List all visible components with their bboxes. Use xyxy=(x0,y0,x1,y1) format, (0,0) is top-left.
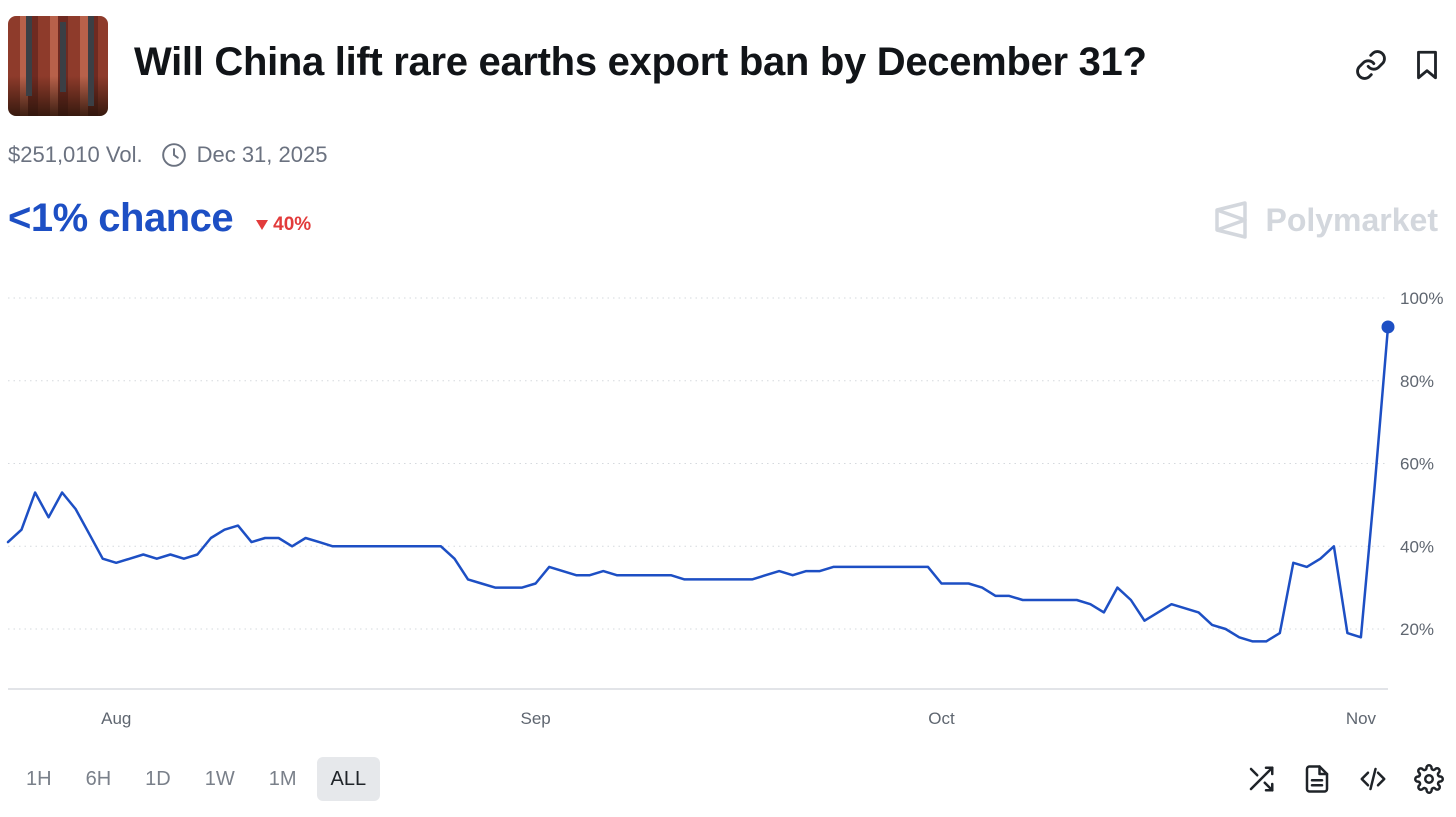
settings-gear-icon[interactable] xyxy=(1414,764,1444,794)
polymarket-logo-icon xyxy=(1215,201,1248,239)
chart-tools xyxy=(1220,764,1444,794)
link-icon[interactable] xyxy=(1354,48,1388,82)
end-date-text: Dec 31, 2025 xyxy=(196,142,328,167)
crane-shape xyxy=(60,22,66,92)
range-button-all[interactable]: ALL xyxy=(316,757,381,801)
grid-lines xyxy=(8,297,1388,630)
range-button-6h[interactable]: 6H xyxy=(85,767,112,790)
x-tick-label: Oct xyxy=(928,709,955,728)
y-axis-ticks: 20% 40% 60% 80% 100% xyxy=(1400,289,1443,639)
y-tick-label: 80% xyxy=(1400,372,1434,391)
bookmark-icon[interactable] xyxy=(1410,48,1444,82)
code-embed-icon[interactable] xyxy=(1358,764,1388,794)
range-button-1h[interactable]: 1H xyxy=(26,767,52,790)
current-price-point[interactable] xyxy=(1381,320,1395,334)
triangle-down-icon xyxy=(256,220,269,230)
change-value: 40% xyxy=(273,214,312,235)
price-chart[interactable]: 20% 40% 60% 80% 100% Aug Sep Oct Nov xyxy=(0,280,1456,740)
market-meta: $251,010 Vol. Dec 31, 2025 xyxy=(8,142,327,168)
shuffle-icon[interactable] xyxy=(1246,764,1276,794)
chance-value: <1% chance xyxy=(8,196,234,240)
crane-shape xyxy=(88,16,94,106)
y-tick-label: 60% xyxy=(1400,455,1434,474)
crane-shape xyxy=(26,16,32,96)
range-button-1m[interactable]: 1M xyxy=(268,767,297,790)
x-tick-label: Aug xyxy=(101,709,131,728)
range-button-1d[interactable]: 1D xyxy=(145,767,171,790)
x-axis-ticks: Aug Sep Oct Nov xyxy=(101,709,1376,728)
volume-text: $251,010 Vol. xyxy=(8,142,143,167)
y-tick-label: 20% xyxy=(1400,620,1434,639)
y-tick-label: 100% xyxy=(1400,289,1443,308)
x-tick-label: Sep xyxy=(521,709,551,728)
y-tick-label: 40% xyxy=(1400,537,1434,556)
chance-summary: <1% chance 40% xyxy=(8,196,311,241)
range-button-1w[interactable]: 1W xyxy=(204,767,235,790)
clock-icon xyxy=(161,143,186,167)
x-tick-label: Nov xyxy=(1346,709,1377,728)
brand-name: Polymarket xyxy=(1265,201,1438,238)
brand-watermark: Polymarket xyxy=(1213,200,1438,240)
document-icon[interactable] xyxy=(1302,764,1332,794)
change-badge: 40% xyxy=(255,214,311,236)
price-line xyxy=(6,325,1390,643)
time-range-selector: 1H 6H 1D 1W 1M ALL xyxy=(12,757,386,801)
market-title: Will China lift rare earths export ban b… xyxy=(134,40,1147,84)
market-thumbnail xyxy=(8,16,108,116)
